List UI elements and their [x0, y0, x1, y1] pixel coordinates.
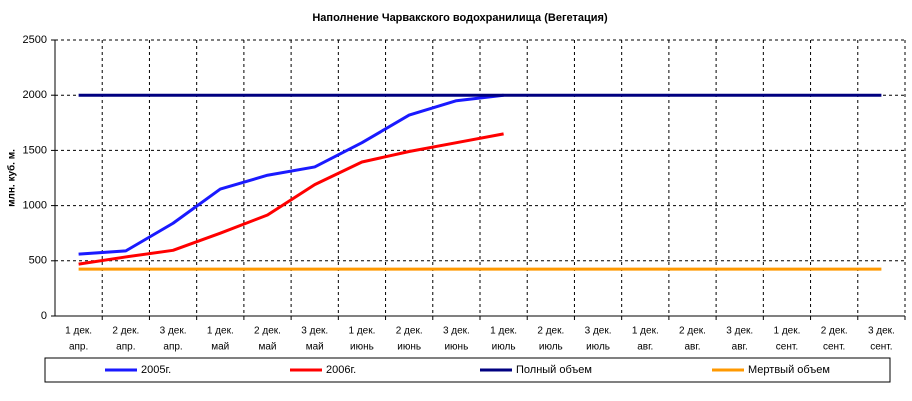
y-axis-label: млн. куб. м. — [6, 149, 18, 207]
series-line — [78, 93, 504, 256]
x-tick-label: июнь — [444, 342, 468, 353]
y-tick-label: 1500 — [23, 144, 47, 156]
x-tick-label: май — [211, 342, 229, 353]
legend-label: 2005г. — [141, 364, 171, 376]
x-tick-label: 1 дек. — [348, 326, 375, 337]
x-tick-label: авг. — [637, 342, 653, 353]
legend-box — [44, 357, 891, 383]
x-tick-label: июнь — [397, 342, 421, 353]
x-tick-label: сент. — [870, 342, 892, 353]
x-tick-label: сент. — [776, 342, 798, 353]
x-tick-label: авг. — [684, 342, 700, 353]
x-tick-label: 1 дек. — [773, 326, 800, 337]
legend-label: 2006г. — [326, 364, 356, 376]
y-tick-label: 1000 — [23, 200, 47, 212]
x-tick-label: 3 дек. — [726, 326, 753, 337]
x-tick-label: 2 дек. — [396, 326, 423, 337]
x-tick-label: 3 дек. — [585, 326, 612, 337]
x-tick-label: 2 дек. — [821, 326, 848, 337]
x-tick-label: 2 дек. — [537, 326, 564, 337]
x-tick-label: 1 дек. — [490, 326, 517, 337]
x-tick-label: апр. — [69, 342, 88, 353]
x-tick-label: 1 дек. — [632, 326, 659, 337]
x-tick-label: 1 дек. — [207, 326, 234, 337]
x-tick-label: 1 дек. — [65, 326, 92, 337]
x-tick-label: июль — [492, 342, 516, 353]
x-tick-label: июль — [586, 342, 610, 353]
x-tick-label: 3 дек. — [160, 326, 187, 337]
y-tick-label: 0 — [41, 310, 47, 322]
x-tick-label: 3 дек. — [868, 326, 895, 337]
x-tick-label: сент. — [823, 342, 845, 353]
legend-label: Полный объем — [516, 364, 592, 376]
x-tick-label: апр. — [116, 342, 135, 353]
x-tick-label: 2 дек. — [679, 326, 706, 337]
legend-label: Мертвый объем — [748, 364, 830, 376]
x-tick-label: 3 дек. — [443, 326, 470, 337]
y-tick-label: 2000 — [23, 89, 47, 101]
chart-title: Наполнение Чарвакского водохранилища (Ве… — [312, 12, 608, 24]
x-tick-label: май — [306, 342, 324, 353]
x-tick-label: 2 дек. — [112, 326, 139, 337]
y-tick-label: 500 — [29, 255, 47, 267]
x-tick-label: 3 дек. — [301, 326, 328, 337]
x-tick-label: авг. — [732, 342, 748, 353]
x-tick-label: июнь — [350, 342, 374, 353]
y-tick-label: 2500 — [23, 34, 47, 46]
series-line — [78, 132, 504, 266]
x-tick-label: май — [258, 342, 276, 353]
x-tick-label: июль — [539, 342, 563, 353]
x-tick-label: 2 дек. — [254, 326, 281, 337]
x-tick-label: апр. — [163, 342, 182, 353]
